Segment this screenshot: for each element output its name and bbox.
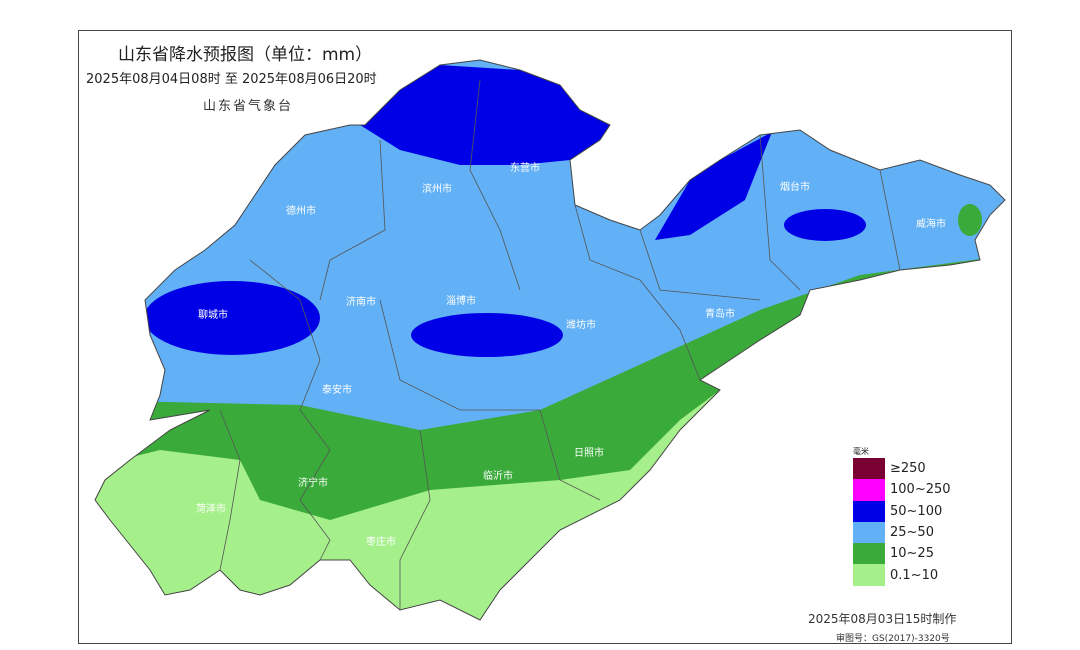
city-boundaries [219,79,901,610]
city-label: 德州市 [286,204,316,217]
forecast-period: 2025年08月04日08时 至 2025年08月06日20时 [86,72,377,87]
city-label: 聊城市 [198,308,228,321]
city-label: 东营市 [510,161,540,174]
legend-item: 25~50 [853,521,951,544]
legend-swatch [853,479,885,501]
production-time: 2025年08月03日15时制作 [808,612,957,626]
zone-50-100-central [411,313,563,357]
legend-label: 10~25 [890,546,934,562]
legend-label: 100~250 [890,482,951,498]
legend-swatch [853,458,885,480]
city-label: 济宁市 [298,476,328,489]
city-labels: 德州市 滨州市 东营市 烟台市 威海市 聊城市 济南市 淄博市 潍坊市 青岛市 … [196,161,946,548]
map-frame [78,30,1012,644]
legend-item: 10~25 [853,543,951,565]
city-label: 济南市 [346,295,376,308]
legend: ≥250 100~250 50~100 25~50 10~25 0.1~10 [853,458,951,586]
zone-10-25-tip [958,204,982,236]
zone-50-100-east [784,209,866,241]
city-label: 威海市 [916,217,946,230]
legend-label: 0.1~10 [890,567,939,583]
legend-item: 100~250 [853,479,951,501]
map-review-number: 审图号：GS(2017)-3320号 [836,634,950,644]
legend-swatch [853,500,885,522]
city-label: 临沂市 [483,469,513,482]
zone-50-100-north [360,65,610,165]
city-label: 滨州市 [422,182,452,195]
legend-item: ≥250 [853,458,951,480]
city-label: 泰安市 [322,383,352,396]
legend-label: 50~100 [890,503,943,519]
legend-label: ≥250 [890,461,926,477]
city-label: 菏泽市 [196,502,226,515]
city-label: 烟台市 [780,180,810,193]
city-label: 青岛市 [705,307,735,320]
legend-unit: 毫米 [853,447,869,456]
legend-swatch [853,564,885,586]
zone-50-100-west [144,281,320,355]
city-label: 淄博市 [446,294,476,307]
legend-item: 50~100 [853,500,951,522]
legend-label: 25~50 [890,525,934,541]
zone-50-100-northeast [655,132,772,240]
city-label: 日照市 [574,446,604,459]
agency-name: 山东省气象台 [203,99,294,114]
legend-swatch [853,521,885,544]
legend-item: 0.1~10 [853,564,951,586]
city-label: 潍坊市 [566,318,596,331]
city-label: 枣庄市 [366,535,396,548]
map-title: 山东省降水预报图（单位：mm） [118,45,373,65]
legend-swatch [853,543,885,565]
